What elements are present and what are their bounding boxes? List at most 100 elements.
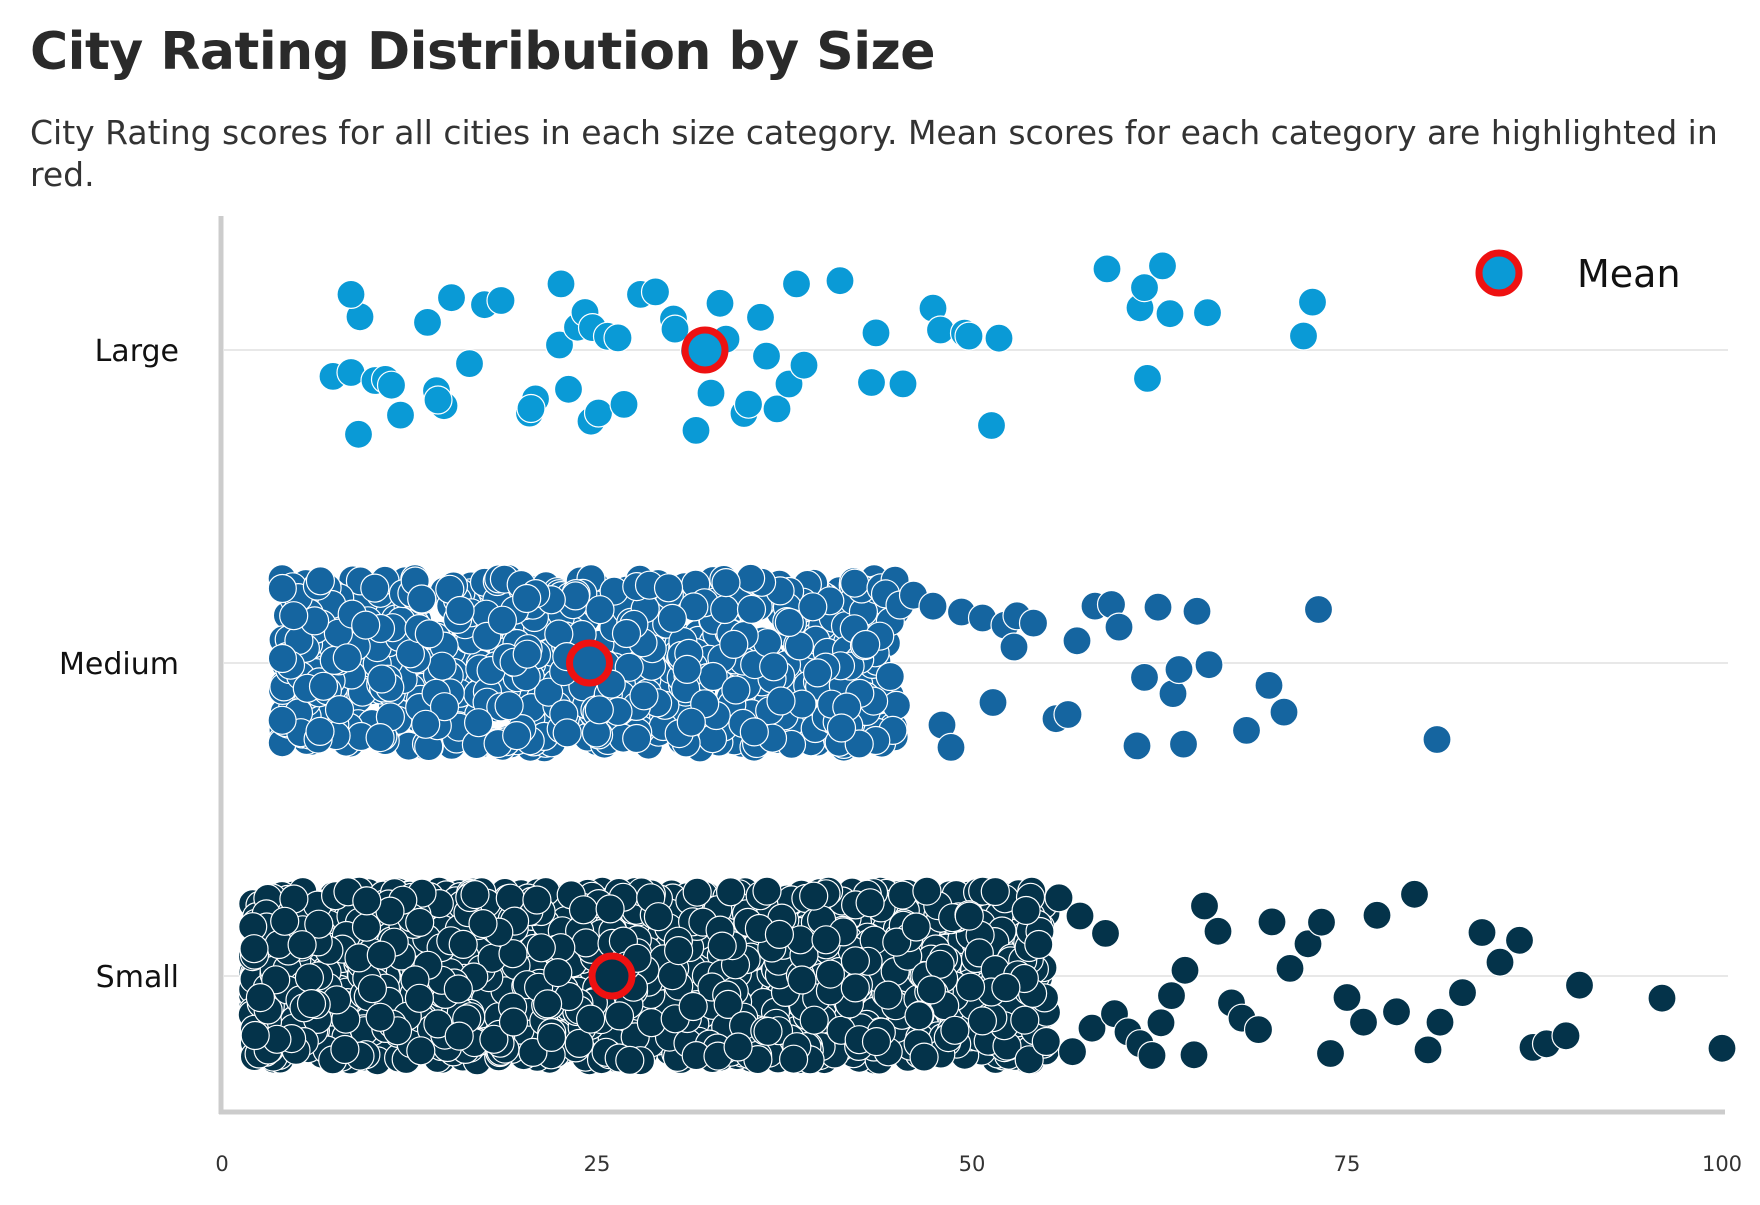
data-point-small <box>1362 900 1392 930</box>
data-point-medium <box>710 594 740 625</box>
data-point-medium <box>584 695 614 725</box>
x-tick-label: 75 <box>1334 1152 1361 1176</box>
data-point-small <box>1447 977 1478 1008</box>
data-point-small <box>443 974 473 1004</box>
data-point-medium <box>766 686 796 716</box>
data-point-large <box>1147 251 1178 281</box>
data-point-medium <box>1018 608 1049 638</box>
data-point-large <box>1092 254 1122 284</box>
data-point-medium <box>267 705 297 735</box>
data-point-medium <box>918 591 948 621</box>
data-point-medium <box>429 692 460 722</box>
data-point-large <box>454 349 485 379</box>
x-tick-label: 100 <box>1702 1152 1742 1176</box>
data-point-medium <box>736 594 767 625</box>
data-point-large <box>336 279 366 309</box>
data-point-medium <box>427 651 457 681</box>
data-point-large <box>984 323 1014 353</box>
data-point-small <box>1077 1013 1107 1043</box>
data-point-large <box>1132 363 1163 393</box>
data-point-medium <box>494 691 524 721</box>
data-point-large <box>733 389 764 419</box>
data-point-small <box>912 876 942 906</box>
data-point-medium <box>999 632 1029 662</box>
x-tick-label: 50 <box>959 1152 986 1176</box>
data-point-medium <box>305 566 335 596</box>
data-point-small <box>498 939 528 969</box>
data-point-small <box>564 1028 594 1059</box>
data-point-small <box>460 879 490 910</box>
data-point-small <box>536 1022 567 1053</box>
data-point-small <box>955 972 986 1002</box>
data-point-small <box>909 1042 939 1072</box>
data-point-small <box>595 894 625 924</box>
data-point-medium <box>840 568 870 598</box>
data-point-large <box>603 323 633 353</box>
data-point-small <box>1024 929 1054 960</box>
data-point-small <box>468 908 498 939</box>
data-point-large <box>486 285 516 316</box>
data-point-medium <box>657 603 688 634</box>
data-point-small <box>940 1015 970 1045</box>
data-point-medium <box>622 723 652 754</box>
data-point-medium <box>978 687 1008 718</box>
data-point-medium <box>739 717 769 747</box>
data-point-small <box>304 909 334 939</box>
data-point-medium <box>826 713 857 743</box>
data-point-medium <box>936 732 966 763</box>
data-point-medium <box>560 581 591 611</box>
data-point-small <box>1293 929 1323 959</box>
data-point-small <box>1425 1007 1455 1037</box>
data-point-small <box>1146 1008 1176 1038</box>
data-point-small <box>1381 997 1412 1027</box>
data-point-medium <box>719 629 749 660</box>
data-point-small <box>861 1026 892 1057</box>
data-point-small <box>245 982 275 1013</box>
data-point-small <box>887 880 918 910</box>
data-point-small <box>967 1006 998 1036</box>
data-point-medium <box>1164 654 1194 685</box>
data-point-small <box>980 876 1010 907</box>
data-point-large <box>544 330 575 360</box>
chart-subtitle: City Rating scores for all cities in eac… <box>30 113 1718 194</box>
data-point-small <box>1348 1007 1379 1037</box>
data-point-small <box>1332 982 1362 1013</box>
data-point-large <box>1129 273 1160 303</box>
legend-label-mean: Mean <box>1577 252 1681 296</box>
x-tick-labels: 0 25 50 75 100 <box>215 1152 1742 1176</box>
data-point-medium <box>653 573 684 603</box>
data-point-small <box>1647 983 1677 1013</box>
data-point-medium <box>1129 662 1160 693</box>
data-point-large <box>660 314 690 344</box>
data-point-small <box>270 906 300 936</box>
data-point-medium <box>735 563 766 593</box>
data-point-large <box>681 415 711 445</box>
data-point-medium <box>351 610 381 640</box>
data-point-small <box>615 1045 645 1076</box>
data-point-medium <box>672 654 702 685</box>
data-point-medium <box>512 639 542 669</box>
data-point-small <box>764 919 795 950</box>
data-point-small <box>404 983 434 1013</box>
data-point-medium <box>798 592 828 622</box>
data-point-small <box>723 1032 753 1062</box>
data-point-small <box>366 940 396 970</box>
data-point-small <box>1485 947 1515 977</box>
data-point-small <box>707 931 737 961</box>
data-point-large <box>609 389 639 419</box>
data-point-large <box>343 419 374 449</box>
data-point-medium <box>533 677 564 707</box>
data-point-small <box>855 888 885 918</box>
data-point-large <box>888 369 918 399</box>
data-point-small <box>1137 1040 1167 1071</box>
data-point-medium <box>774 607 804 638</box>
data-point-small <box>498 1007 529 1037</box>
data-point-small <box>715 877 746 907</box>
data-point-small <box>1189 891 1220 921</box>
data-point-small <box>901 912 931 942</box>
data-point-small <box>448 929 478 960</box>
data-point-small <box>882 927 912 957</box>
data-point-medium <box>411 709 441 739</box>
data-point-small <box>778 1044 809 1074</box>
data-point-large <box>954 321 984 351</box>
